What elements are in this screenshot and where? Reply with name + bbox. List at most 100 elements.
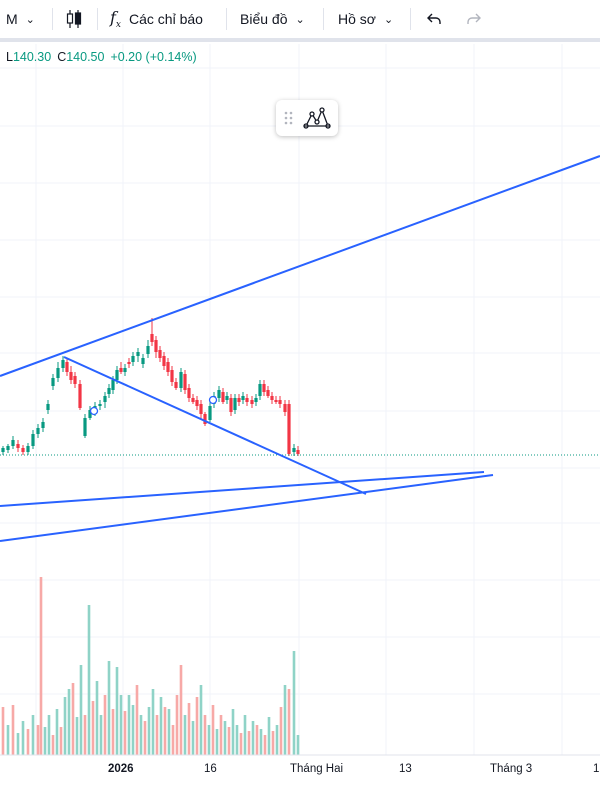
volume-bar [151,689,155,755]
time-axis[interactable]: 2026 16 Tháng Hai 13 Tháng 3 1 [108,763,599,775]
volume-bar [159,697,163,755]
candle [174,378,178,390]
close-key: C [57,50,67,64]
volume-bar [111,709,115,755]
candle [123,364,127,376]
candle [51,374,55,390]
floating-drawing-toolbar[interactable] [276,100,338,136]
candle [170,366,174,386]
chart-menu-button[interactable]: Biểu đồ ⌄ [240,0,305,38]
volume-bar [99,715,103,755]
chevron-down-icon: ⌄ [25,13,35,26]
candle [278,396,282,408]
close-value: 140.50 [66,50,105,64]
candlesticks [1,318,300,456]
volume-bar [199,685,203,755]
candle [46,400,50,414]
candle [36,424,40,438]
indicators-button[interactable]: fx Các chỉ báo [110,0,203,38]
trendlines[interactable] [0,155,600,542]
candle [16,440,20,452]
volume-bar [215,729,219,755]
candle [1,446,5,455]
candle [179,368,183,392]
descending-trendline[interactable] [63,356,367,495]
drag-handle-icon[interactable] [276,100,338,136]
candle [270,392,274,404]
indicators-label: Các chỉ báo [129,11,203,27]
volume-bar [55,709,59,755]
candle [107,384,111,398]
volume-bar [131,705,135,755]
x-tick-label: 1 [593,763,599,775]
volume-bar [67,689,71,755]
chart-menu-label: Biểu đồ [240,11,288,27]
volume-bar [51,735,55,755]
candle [73,372,77,388]
volume-bar [103,695,107,755]
lower-trendline-1[interactable] [0,471,485,507]
candle [141,354,145,368]
chart-type-button[interactable] [64,0,84,38]
candle [103,392,107,408]
volume-bar [179,665,183,755]
volume-bar [292,651,296,755]
volume-bar [75,717,79,755]
x-tick-label: Tháng 3 [490,763,532,775]
volume-bar [39,577,43,755]
event-marker[interactable] [89,406,99,416]
candle [61,356,65,372]
volume-bar [6,725,10,755]
volume-bar [107,661,111,755]
candle [187,384,191,402]
candle [258,380,262,400]
volume-bar [147,707,151,755]
x-tick-label: 13 [399,763,412,775]
volume-bar [71,683,75,755]
candle [11,436,15,449]
volume-bar [95,681,99,755]
volume-bar [59,727,63,755]
candle [6,444,10,453]
pattern-tool-icon [303,107,331,129]
interval-dropdown[interactable]: M ⌄ [6,0,35,38]
volume-bar [279,707,283,755]
candle [119,362,123,374]
profile-menu-button[interactable]: Hồ sơ ⌄ [338,0,393,38]
volume-bar [243,715,247,755]
candle [250,396,254,408]
fx-icon: fx [110,7,121,31]
volume-bar [1,707,5,755]
redo-button[interactable] [466,0,482,38]
volume-bar [26,729,30,755]
volume-bar [223,721,227,755]
toolbar-divider [226,8,227,30]
volume-bar [283,685,287,755]
undo-icon [427,13,441,24]
volume-bar [275,725,279,755]
volume-bar [143,721,147,755]
volume-bar [43,727,47,755]
volume-bar [251,721,255,755]
candle [266,386,270,398]
candle [150,318,154,346]
candle [56,362,60,382]
candle [229,394,233,416]
volume-bar [183,715,187,755]
undo-button[interactable] [426,0,442,38]
candle [296,446,300,456]
profile-menu-label: Hồ sơ [338,11,376,27]
candle [287,400,291,456]
candle [195,396,199,410]
event-marker[interactable] [208,395,218,405]
candle [254,394,258,406]
candle [69,366,73,384]
top-toolbar: M ⌄ fx Các chỉ báo Biểu đồ ⌄ Hồ sơ ⌄ [0,0,600,42]
volume-bar [239,733,243,755]
grid-lines [0,44,600,755]
toolbar-divider [323,8,324,30]
x-tick-label: 16 [204,763,217,775]
lower-trendline-2[interactable] [0,474,494,542]
upper-trendline[interactable] [0,155,600,377]
